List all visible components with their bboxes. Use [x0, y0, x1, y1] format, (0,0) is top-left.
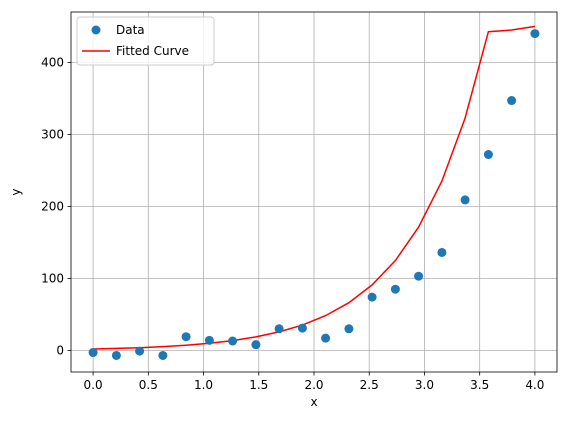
- y-tick-label: 100: [41, 271, 64, 285]
- x-tick-label: 2.5: [360, 378, 379, 392]
- data-point: [181, 332, 191, 342]
- grid: [71, 12, 557, 372]
- x-axis: 0.0 0.5 1.0 1.5 2.0 2.5 3.0 3.5 4.0: [84, 372, 544, 392]
- x-axis-label: x: [310, 395, 317, 409]
- y-axis: 0 100 200 300 400: [41, 55, 71, 357]
- legend-marker-data: [91, 25, 101, 35]
- data-point: [204, 335, 214, 345]
- data-point: [507, 96, 517, 106]
- x-tick-label: 2.0: [304, 378, 323, 392]
- data-point: [530, 29, 540, 39]
- data-point: [483, 150, 493, 160]
- y-tick-label: 200: [41, 199, 64, 213]
- legend-label-fitted-curve: Fitted Curve: [116, 44, 189, 58]
- x-tick-label: 4.0: [525, 378, 544, 392]
- data-point: [228, 336, 238, 346]
- x-tick-label: 0.5: [139, 378, 158, 392]
- data-point: [344, 324, 354, 334]
- legend: Data Fitted Curve: [76, 16, 215, 66]
- data-point: [321, 333, 331, 343]
- line-layer: [93, 25, 536, 350]
- data-point: [88, 348, 98, 358]
- data-point: [135, 346, 145, 356]
- point-layer: [88, 29, 540, 360]
- x-tick-label: 3.0: [415, 378, 434, 392]
- data-point: [111, 350, 121, 360]
- x-tick-label: 1.0: [194, 378, 213, 392]
- y-tick-label: 300: [41, 127, 64, 141]
- data-point: [414, 271, 424, 281]
- data-point: [367, 292, 377, 302]
- data-point: [437, 247, 447, 257]
- data-point: [460, 195, 470, 205]
- y-axis-label: y: [9, 188, 23, 195]
- data-point: [274, 324, 284, 334]
- y-tick-label: 0: [56, 343, 64, 357]
- y-tick-label: 400: [41, 55, 64, 69]
- legend-label-data: Data: [116, 23, 145, 37]
- data-point: [251, 340, 261, 350]
- data-point: [390, 284, 400, 294]
- data-point: [297, 323, 307, 333]
- legend-box: [76, 16, 215, 66]
- x-tick-label: 0.0: [84, 378, 103, 392]
- x-tick-label: 1.5: [249, 378, 268, 392]
- series-line-fitted-curve: [93, 25, 536, 350]
- data-point: [158, 350, 168, 360]
- x-tick-label: 3.5: [470, 378, 489, 392]
